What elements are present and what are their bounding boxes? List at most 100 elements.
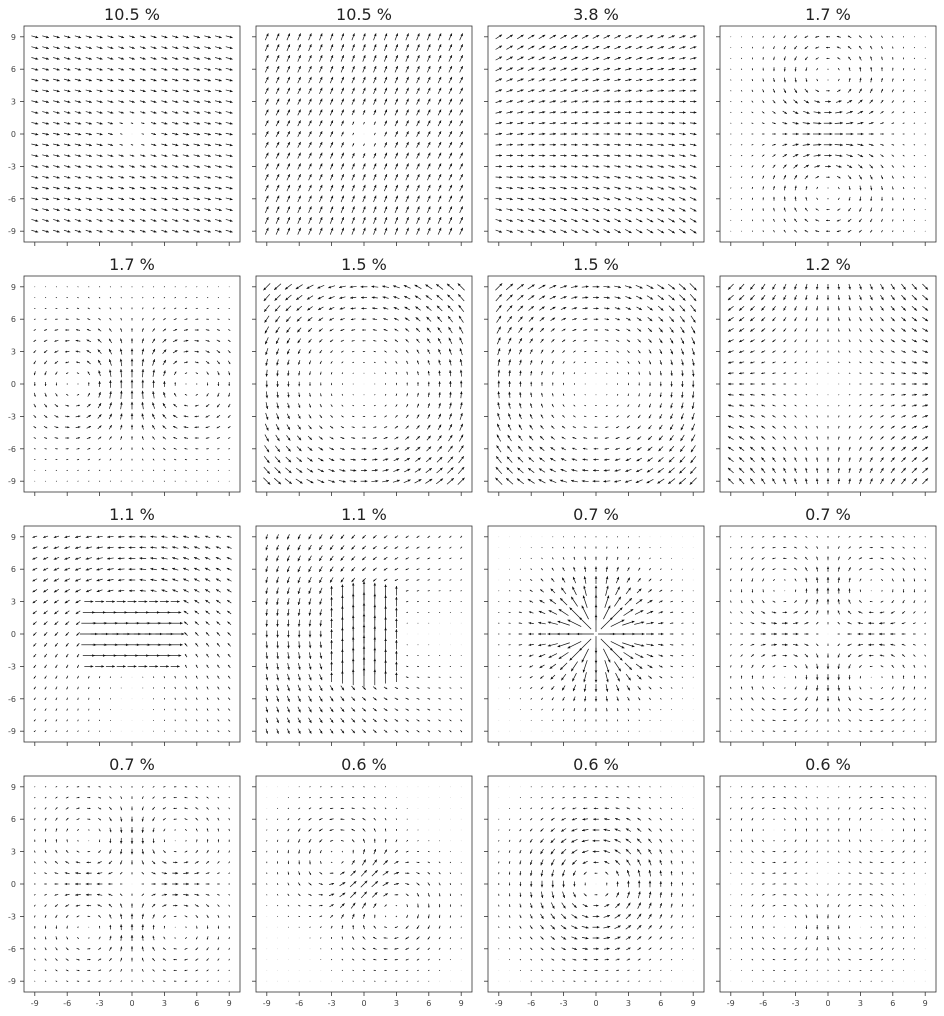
quiver-arrow: [196, 383, 198, 385]
quiver-arrow: [96, 78, 103, 82]
x-tick-label: 0: [361, 999, 366, 1008]
quiver-arrow: [63, 219, 71, 222]
x-tick-label: -6: [295, 999, 303, 1008]
quiver-arrow: [139, 67, 146, 71]
quiver-arrow: [225, 132, 233, 136]
quiver-arrow: [214, 165, 222, 168]
quiver-arrow: [351, 87, 355, 94]
quiver-arrow: [225, 100, 233, 104]
quiver-arrow: [405, 120, 409, 127]
quiver-arrow: [174, 719, 176, 722]
quiver-arrow: [53, 46, 60, 50]
y-tick-label: 6: [11, 65, 16, 74]
quiver-arrow: [193, 197, 201, 201]
quiver-arrow: [394, 44, 399, 52]
panel-title: 1.2 %: [805, 255, 851, 274]
quiver-arrow: [405, 141, 409, 148]
quiver-arrow: [437, 76, 442, 84]
quiver-arrow: [681, 633, 684, 635]
quiver-arrow: [689, 196, 697, 201]
quiver-arrow: [42, 176, 50, 179]
quiver-arrow: [439, 633, 440, 635]
y-tick-label: -6: [8, 445, 16, 454]
quiver-arrow: [308, 131, 312, 137]
quiver-arrow: [172, 67, 179, 71]
quiver-arrow: [99, 719, 100, 722]
quiver-arrow: [308, 109, 312, 116]
quiver-arrow: [193, 57, 201, 60]
quiver-arrow: [53, 154, 60, 158]
quiver-arrow: [649, 536, 651, 538]
quiver-arrow: [509, 720, 510, 721]
quiver-arrow: [903, 46, 904, 49]
quiver-arrow: [362, 87, 366, 94]
quiver-arrow: [595, 362, 597, 363]
quiver-arrow: [614, 218, 621, 223]
quiver-arrow: [498, 687, 500, 689]
quiver-arrow: [204, 67, 211, 71]
quiver-panel: 0.6 %-9 -6 -3 0 3 6 9: [252, 755, 473, 1008]
quiver-arrow: [319, 65, 323, 73]
quiver-arrow: [740, 122, 743, 124]
quiver-arrow: [437, 65, 442, 73]
quiver-arrow: [74, 197, 82, 201]
quiver-arrow: [751, 208, 753, 211]
quiver-arrow: [595, 633, 597, 635]
quiver-arrow: [625, 207, 632, 212]
x-tick-label: -3: [96, 999, 104, 1008]
quiver-arrow: [827, 633, 829, 635]
quiver-arrow: [297, 120, 301, 127]
x-tick-label: 0: [129, 999, 134, 1008]
quiver-arrow: [53, 111, 60, 114]
quiver-arrow: [448, 109, 453, 116]
quiver-arrow: [96, 122, 103, 125]
quiver-arrow: [107, 57, 114, 60]
panel-title: 1.5 %: [573, 255, 619, 274]
panel-title: 1.1 %: [109, 505, 155, 524]
quiver-arrow: [530, 730, 532, 732]
quiver-arrow: [362, 227, 366, 235]
quiver-arrow: [913, 133, 916, 135]
quiver-arrow: [383, 98, 388, 105]
quiver-arrow: [352, 121, 355, 125]
quiver-arrow: [574, 383, 575, 385]
quiver-arrow: [635, 207, 643, 212]
quiver-arrow: [374, 980, 376, 982]
quiver-arrow: [340, 55, 345, 62]
quiver-arrow: [297, 195, 301, 203]
quiver-arrow: [394, 109, 399, 116]
quiver-arrow: [351, 184, 355, 192]
quiver-arrow: [150, 154, 157, 157]
quiver-arrow: [99, 286, 101, 288]
y-tick-label: 9: [11, 33, 16, 42]
quiver-arrow: [351, 174, 355, 181]
quiver-arrow: [416, 98, 420, 105]
quiver-arrow: [297, 174, 301, 181]
quiver-arrow: [682, 730, 683, 732]
quiver-arrow: [214, 100, 222, 104]
quiver-arrow: [150, 35, 157, 39]
quiver-arrow: [437, 44, 442, 52]
quiver-arrow: [329, 216, 334, 224]
quiver-arrow: [204, 132, 211, 136]
quiver-arrow: [275, 120, 280, 127]
quiver-arrow: [96, 89, 103, 93]
quiver-arrow: [427, 195, 431, 203]
y-tick-label: -9: [8, 977, 16, 986]
quiver-arrow: [351, 76, 355, 84]
quiver-arrow: [214, 143, 222, 147]
quiver-arrow: [204, 219, 211, 222]
quiver-arrow: [373, 163, 377, 170]
quiver-arrow: [63, 208, 71, 212]
quiver-arrow: [363, 121, 365, 125]
quiver-arrow: [182, 122, 190, 125]
quiver-arrow: [329, 227, 334, 235]
y-tick-label: -3: [8, 662, 16, 671]
quiver-arrow: [129, 57, 135, 60]
quiver-arrow: [277, 980, 278, 982]
quiver-arrow: [31, 176, 39, 179]
quiver-arrow: [131, 296, 133, 299]
quiver-arrow: [363, 143, 365, 147]
quiver-arrow: [31, 57, 39, 60]
